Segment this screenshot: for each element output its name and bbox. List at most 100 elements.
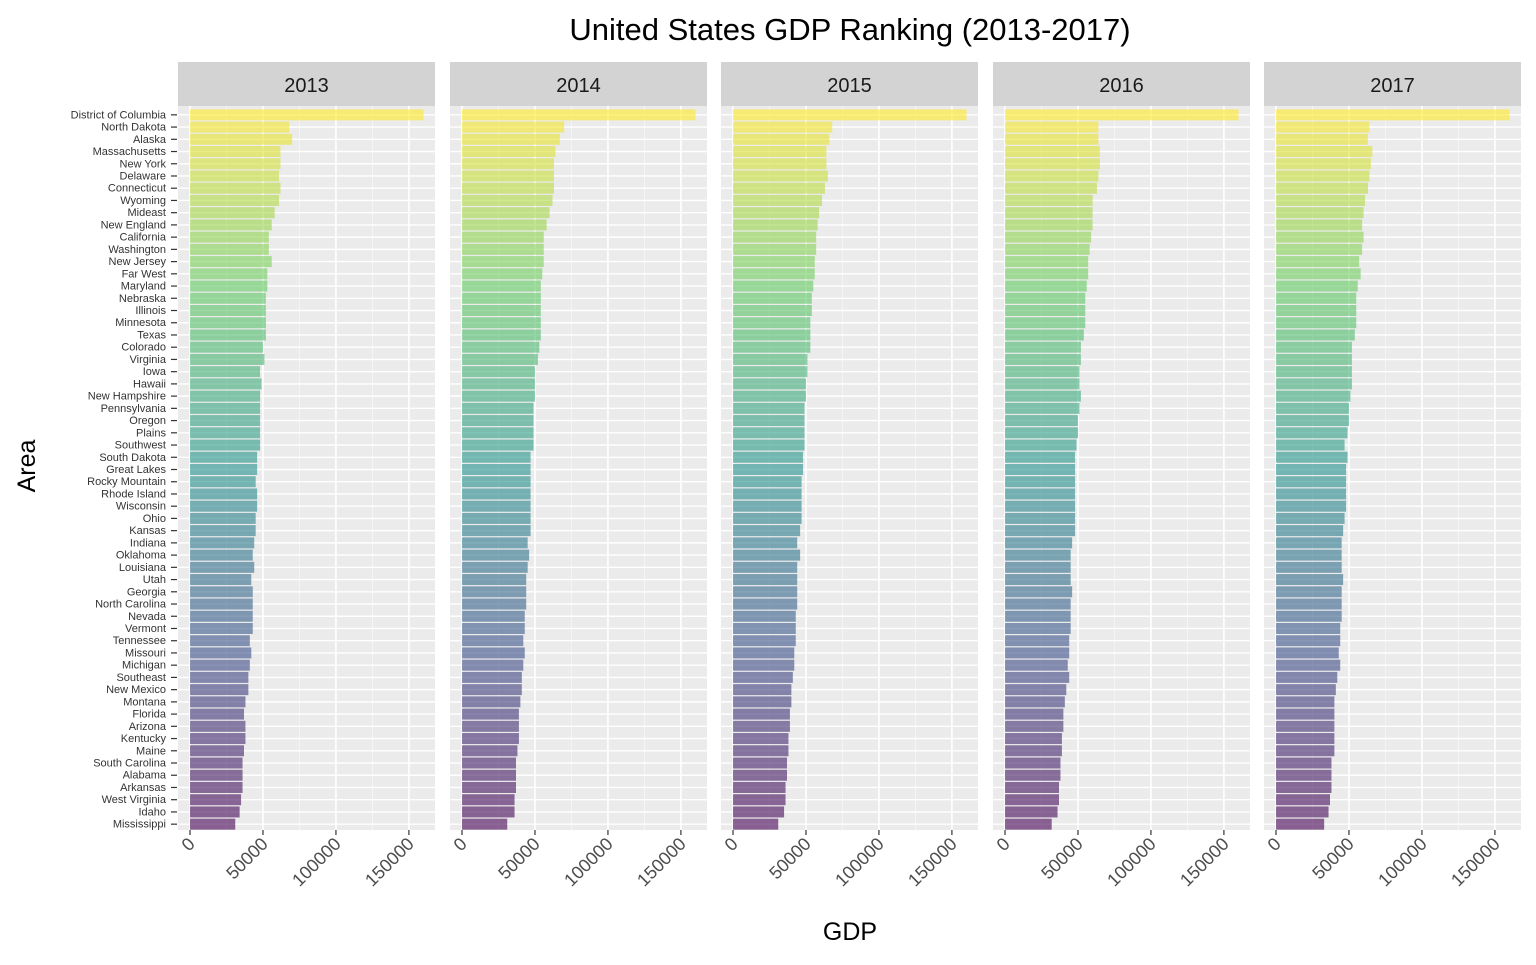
- bar-2016-arizona: [1005, 720, 1064, 732]
- bar-2015-southeast: [733, 671, 793, 683]
- bar-2016-new-mexico: [1005, 684, 1067, 696]
- bar-2014-texas: [462, 329, 541, 341]
- bar-2014-florida: [462, 708, 519, 720]
- facet-strip: [178, 62, 435, 106]
- bar-2015-new-york: [733, 158, 827, 170]
- bar-2014-kansas: [462, 525, 531, 537]
- bar-2015-north-dakota: [733, 121, 833, 133]
- y-tick-label: Nebraska: [119, 293, 167, 305]
- bar-2016-california: [1005, 231, 1092, 243]
- bar-2013-kentucky: [190, 733, 246, 745]
- bar-2016-tennessee: [1005, 635, 1070, 647]
- bar-2013-maine: [190, 745, 244, 757]
- bar-2015-iowa: [733, 366, 808, 378]
- bar-2014-georgia: [462, 586, 527, 598]
- bar-2015-arizona: [733, 720, 790, 732]
- bar-2017-massachusetts: [1276, 146, 1373, 158]
- bar-2015-new-jersey: [733, 256, 815, 268]
- bar-2015-missouri: [733, 647, 795, 659]
- y-tick-label: Far West: [122, 268, 166, 280]
- bar-2016-minnesota: [1005, 317, 1086, 329]
- bar-2015-far-west: [733, 268, 815, 280]
- bar-2014-hawaii: [462, 378, 535, 390]
- bar-2015-louisiana: [733, 561, 798, 573]
- bar-2017-virginia: [1276, 353, 1352, 365]
- bar-2014-delaware: [462, 170, 554, 182]
- facet-strip: [721, 62, 978, 106]
- bar-2017-mideast: [1276, 207, 1364, 219]
- bar-2017-iowa: [1276, 366, 1352, 378]
- bar-2013-massachusetts: [190, 146, 281, 158]
- bar-2015-nevada: [733, 610, 796, 622]
- y-tick-label: Alabama: [123, 770, 167, 782]
- y-tick-label: South Dakota: [99, 452, 167, 464]
- bar-2015-texas: [733, 329, 811, 341]
- bar-2014-missouri: [462, 647, 525, 659]
- bar-2016-iowa: [1005, 366, 1080, 378]
- bar-2014-west-virginia: [462, 794, 515, 806]
- bar-2016-north-dakota: [1005, 121, 1099, 133]
- y-tick-label: North Carolina: [95, 599, 167, 611]
- bar-2015-alabama: [733, 769, 787, 781]
- bar-2017-montana: [1276, 696, 1335, 708]
- bar-2013-colorado: [190, 341, 263, 353]
- y-tick-label: Kansas: [129, 525, 166, 537]
- bar-2014-nebraska: [462, 292, 541, 304]
- bar-2014-utah: [462, 574, 527, 586]
- bar-2014-district-of-columbia: [462, 109, 696, 121]
- bar-2013-plains: [190, 427, 261, 439]
- bar-2014-south-carolina: [462, 757, 516, 769]
- bar-2014-wyoming: [462, 194, 553, 206]
- bar-2017-michigan: [1276, 659, 1341, 671]
- bar-2014-great-lakes: [462, 463, 531, 476]
- bar-2014-michigan: [462, 659, 524, 671]
- y-tick-label: Utah: [143, 574, 166, 586]
- bar-2016-new-york: [1005, 158, 1100, 170]
- bar-2013-arkansas: [190, 781, 243, 793]
- bar-2015-colorado: [733, 341, 811, 353]
- bar-2017-colorado: [1276, 341, 1352, 353]
- bar-2015-kentucky: [733, 733, 789, 745]
- bar-2017-south-carolina: [1276, 757, 1332, 769]
- y-tick-label: Kentucky: [121, 733, 167, 745]
- y-tick-label: Montana: [123, 696, 167, 708]
- bar-2015-illinois: [733, 305, 812, 317]
- y-tick-label: North Dakota: [101, 122, 167, 134]
- bar-2014-nevada: [462, 610, 525, 622]
- bar-2015-oregon: [733, 415, 805, 427]
- bar-2015-alaska: [733, 133, 830, 145]
- bar-2017-far-west: [1276, 268, 1361, 280]
- bar-2015-new-england: [733, 219, 818, 231]
- bar-2016-vermont: [1005, 622, 1071, 634]
- bar-2013-oregon: [190, 415, 261, 427]
- bar-2016-delaware: [1005, 170, 1099, 182]
- bar-2016-illinois: [1005, 305, 1086, 317]
- bar-2015-georgia: [733, 586, 798, 598]
- bar-2016-rocky-mountain: [1005, 476, 1076, 488]
- bar-2015-mideast: [733, 207, 820, 219]
- y-tick-label: Louisiana: [119, 562, 167, 574]
- bar-2017-rocky-mountain: [1276, 476, 1347, 488]
- bar-2016-arkansas: [1005, 781, 1059, 793]
- bar-2016-wyoming: [1005, 194, 1093, 206]
- bar-2013-west-virginia: [190, 794, 242, 806]
- bar-2013-alabama: [190, 769, 243, 781]
- y-tick-label: Nevada: [128, 611, 167, 623]
- bar-2016-virginia: [1005, 353, 1081, 365]
- bar-2015-west-virginia: [733, 794, 786, 806]
- bar-2017-kansas: [1276, 525, 1344, 537]
- y-tick-label: Iowa: [143, 366, 167, 378]
- bar-2014-kentucky: [462, 733, 519, 745]
- bar-2013-utah: [190, 574, 252, 586]
- bar-2014-southeast: [462, 671, 522, 683]
- x-tick-label: 50000: [222, 834, 272, 884]
- bar-2016-far-west: [1005, 268, 1089, 280]
- bar-2017-district-of-columbia: [1276, 109, 1510, 121]
- bar-2015-new-mexico: [733, 684, 792, 696]
- bar-2014-new-mexico: [462, 684, 522, 696]
- bar-2015-virginia: [733, 353, 808, 365]
- bar-2016-new-england: [1005, 219, 1093, 231]
- bar-2017-north-dakota: [1276, 121, 1370, 133]
- y-tick-label: Great Lakes: [106, 464, 166, 476]
